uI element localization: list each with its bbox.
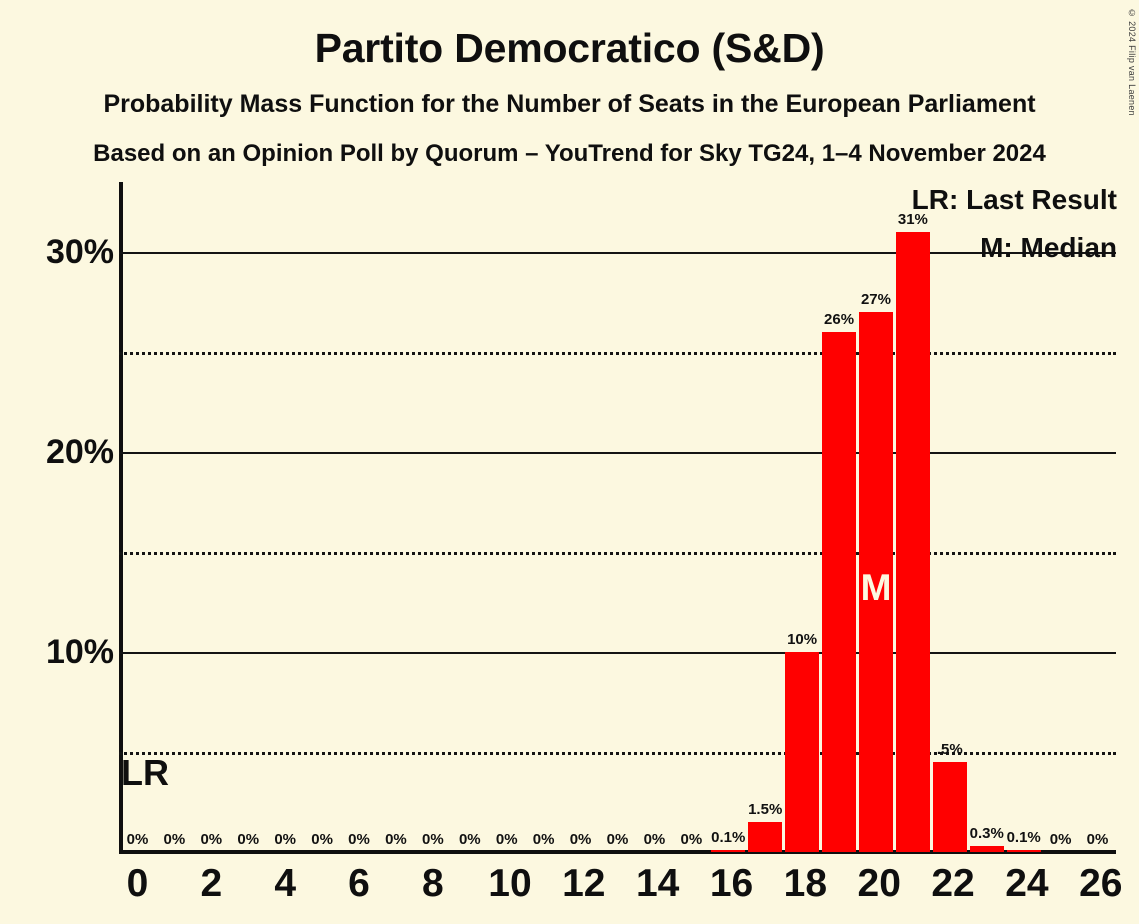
bar-value-label-seat-18: 10% <box>787 631 818 648</box>
bar-value-label-seat-13: 0% <box>606 831 629 848</box>
bar-value-label-seat-25: 0% <box>1049 831 1072 848</box>
bar-value-label-seat-3: 0% <box>237 831 260 848</box>
y-axis-tick-20%: 20% <box>45 433 114 471</box>
gridline-10pct <box>119 652 1116 654</box>
x-axis-tick-0: 0 <box>126 862 149 905</box>
x-axis-tick-16: 16 <box>709 862 754 905</box>
x-axis-tick-26: 26 <box>1079 862 1123 905</box>
bar-value-label-seat-5: 0% <box>311 831 333 848</box>
x-axis-tick-4: 4 <box>274 862 297 905</box>
bar-seat-16[interactable] <box>711 850 746 852</box>
gridline-5pct <box>119 752 1116 755</box>
x-axis-tick-10: 10 <box>488 862 532 905</box>
bar-value-label-seat-9: 0% <box>458 831 481 848</box>
plot-area <box>119 182 1116 852</box>
bar-value-label-seat-11: 0% <box>532 831 555 848</box>
bar-value-label-seat-10: 0% <box>495 831 518 848</box>
x-axis-tick-8: 8 <box>422 862 444 905</box>
bar-value-label-seat-0: 0% <box>126 831 149 848</box>
bar-seat-19[interactable] <box>822 332 856 852</box>
x-axis-tick-24: 24 <box>1005 862 1049 905</box>
bar-value-label-seat-21: 31% <box>897 211 928 228</box>
bar-seat-18[interactable] <box>785 652 820 852</box>
bar-value-label-seat-16: 0.1% <box>711 829 746 846</box>
bar-seat-24[interactable] <box>1006 850 1041 852</box>
x-axis-line <box>119 850 1116 854</box>
y-axis-line <box>119 182 123 854</box>
bar-seat-23[interactable] <box>969 846 1004 852</box>
gridline-30pct <box>119 252 1116 254</box>
x-axis-tick-6: 6 <box>348 862 370 905</box>
bar-value-label-seat-2: 0% <box>200 831 223 848</box>
bar-seat-21[interactable] <box>895 232 930 852</box>
bar-value-label-seat-8: 0% <box>422 831 444 848</box>
gridline-15pct <box>119 552 1116 555</box>
bar-value-label-seat-19: 26% <box>824 311 855 328</box>
x-axis-tick-22: 22 <box>931 862 975 905</box>
bar-value-label-seat-22: .5% <box>936 741 963 758</box>
y-axis-tick-30%: 30% <box>45 233 114 271</box>
y-axis-tick-10%: 10% <box>45 633 114 671</box>
legend-last-result: LR: Last Result <box>911 184 1117 215</box>
x-axis-tick-2: 2 <box>200 862 223 905</box>
bar-value-label-seat-20: 27% <box>860 291 891 308</box>
bar-value-label-seat-7: 0% <box>385 831 407 848</box>
last-result-marker: LR <box>121 752 169 793</box>
gridline-20pct <box>119 452 1116 454</box>
bar-value-label-seat-1: 0% <box>163 831 186 848</box>
bar-value-label-seat-15: 0% <box>680 831 703 848</box>
page-title: Partito Democratico (S&D) <box>314 25 825 71</box>
title-block: Partito Democratico (S&D) Probability Ma… <box>0 0 1139 166</box>
x-axis-tick-12: 12 <box>562 862 606 905</box>
bar-value-label-seat-17: 1.5% <box>748 801 783 818</box>
bar-seat-22[interactable] <box>932 762 967 852</box>
bar-value-label-seat-23: 0.3% <box>969 825 1004 842</box>
plot-inner <box>119 182 1116 852</box>
bar-seat-20[interactable] <box>859 312 893 852</box>
bar-value-label-seat-4: 0% <box>274 831 296 848</box>
bar-seat-17[interactable] <box>748 822 783 852</box>
bar-value-label-seat-24: 0.1% <box>1006 829 1041 846</box>
legend-median: M: Median <box>980 232 1117 263</box>
x-axis-tick-20: 20 <box>857 862 901 905</box>
chart-subtitle: Probability Mass Function for the Number… <box>103 90 1036 118</box>
x-axis-tick-14: 14 <box>635 862 680 905</box>
chart-source: Based on an Opinion Poll by Quorum – You… <box>93 140 1046 167</box>
x-axis-tick-18: 18 <box>783 862 828 905</box>
gridline-25pct <box>119 352 1116 355</box>
bar-value-label-seat-6: 0% <box>348 831 370 848</box>
bar-value-label-seat-26: 0% <box>1086 831 1109 848</box>
copyright-notice: © 2024 Filip van Laenen <box>1127 8 1137 116</box>
bar-value-label-seat-12: 0% <box>569 831 592 848</box>
bar-value-label-seat-14: 0% <box>643 831 666 848</box>
